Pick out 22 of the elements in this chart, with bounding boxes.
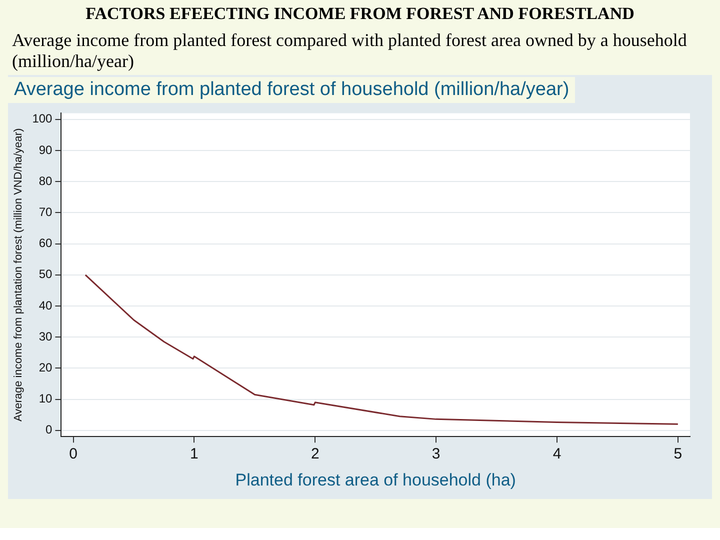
chart-subtitle: Average income from planted forest compared with planted forest area owned by a household (million/ha/year): [11, 29, 688, 73]
y-axis-title: Average income from plantation forest (million VND/ha/year): [12, 128, 25, 422]
y-tick-label: 70: [38, 205, 53, 220]
y-tick-label: 20: [38, 360, 53, 375]
text: Average income from planted forest of household (million/ha/year): [8, 77, 576, 104]
y-tick-label: 40: [38, 298, 53, 313]
y-tick-label: 10: [38, 392, 53, 406]
y-tick-label: 80: [38, 174, 53, 188]
x-axis-title: Planted forest area of household (ha): [235, 470, 516, 490]
y-tick-label: 60: [38, 236, 53, 250]
y-tick-label: 90: [38, 143, 53, 158]
x-tick-label: 2: [310, 446, 320, 464]
y-tick-label: 100: [32, 112, 53, 126]
x-tick-label: 4: [552, 446, 562, 464]
y-tick-label: 50: [38, 268, 53, 282]
x-tick-label: 3: [432, 446, 440, 464]
chart-title: FACTORS EFEECTING INCOME FROM FOREST AND FORESTLAND: [84, 4, 636, 24]
y-tick-label: 0: [46, 423, 53, 438]
y-tick-label: 30: [38, 330, 53, 344]
x-tick-label: 0: [69, 446, 78, 464]
x-tick-label: 5: [674, 446, 682, 464]
x-tick-label: 1: [190, 446, 198, 464]
